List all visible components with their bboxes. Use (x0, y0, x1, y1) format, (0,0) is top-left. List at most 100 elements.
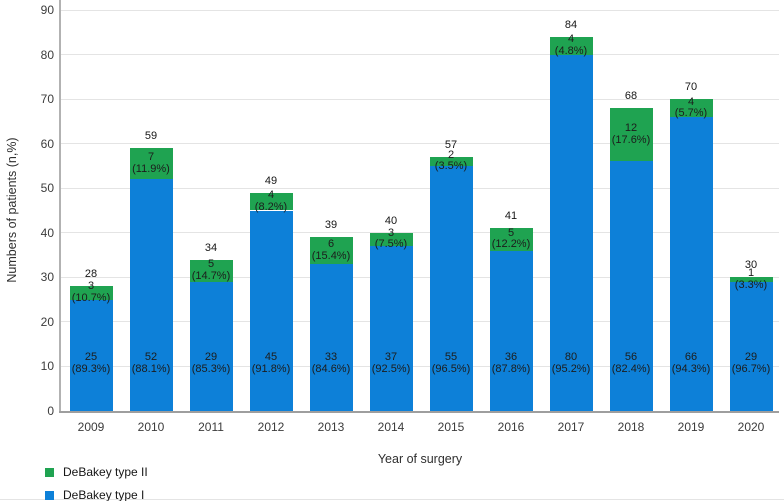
bar-segment-debakey-type-ii (730, 277, 773, 282)
bottom-divider (0, 499, 784, 500)
bar-total-label: 34 (204, 241, 218, 254)
type-ii-count: 4 (687, 95, 695, 108)
bar-total-label: 84 (564, 18, 578, 31)
y-tick-label: 40 (40, 225, 54, 240)
bar-total-label: 39 (324, 219, 338, 232)
type-i-count: 33 (324, 351, 338, 363)
legend-label: DeBakey type II (63, 465, 148, 479)
bar-segment-debakey-type-i (70, 299, 113, 411)
gridline (61, 276, 779, 278)
gridline (61, 98, 779, 100)
type-i-percent: (88.1%) (131, 362, 171, 375)
type-ii-percent: (17.6%) (611, 133, 651, 146)
type-i-count: 37 (384, 351, 398, 363)
bar-segment-debakey-type-ii (490, 228, 533, 251)
type-ii-segment-label: 2 (3.5%) (419, 149, 483, 173)
y-axis-title: Numbers of patients (n,%) (5, 137, 19, 283)
type-ii-percent: (8.2%) (254, 200, 288, 213)
y-axis-line (59, 0, 61, 413)
type-i-segment-label: 55 (96.5%) (419, 351, 483, 375)
type-ii-percent: (3.5%) (434, 160, 468, 173)
type-ii-count: 1 (747, 267, 755, 280)
type-ii-count: 4 (567, 33, 575, 46)
type-i-count: 80 (564, 351, 578, 363)
type-ii-segment-label: 5 (14.7%) (179, 259, 243, 282)
bar-total-label: 30 (744, 259, 758, 272)
type-ii-segment-label: 7 (11.9%) (119, 152, 183, 175)
type-ii-segment-label: 3 (7.5%) (359, 226, 423, 251)
legend-swatch (45, 467, 54, 477)
type-ii-segment-label: 4 (8.2%) (239, 190, 303, 213)
gridline (61, 232, 779, 234)
type-i-count: 29 (744, 351, 758, 363)
type-i-count: 29 (204, 351, 218, 363)
type-i-count: 36 (504, 351, 518, 363)
y-tick-label: 30 (40, 270, 54, 285)
gridline (61, 321, 779, 323)
bar-segment-debakey-type-ii (130, 148, 173, 180)
bar-total-label: 68 (624, 90, 638, 103)
bar-segment-debakey-type-ii (550, 36, 593, 55)
bar-segment-debakey-type-i (430, 165, 473, 411)
type-ii-count: 3 (387, 226, 395, 239)
x-axis-line (59, 411, 779, 413)
type-i-segment-label: 80 (95.2%) (539, 351, 603, 375)
type-i-segment-label: 37 (92.5%) (359, 351, 423, 375)
bar-segment-debakey-type-i (490, 250, 533, 411)
bar-segment-debakey-type-i (550, 54, 593, 411)
type-i-count: 56 (624, 351, 638, 363)
bar-total-label: 59 (144, 130, 158, 143)
bar-segment-debakey-type-i (130, 179, 173, 411)
type-i-segment-label: 25 (89.3%) (59, 351, 123, 375)
type-ii-segment-label: 4 (4.8%) (539, 34, 603, 57)
type-i-percent: (92.5%) (371, 362, 411, 375)
gridline (61, 365, 779, 367)
x-tick-label: 2012 (257, 420, 285, 434)
bar-total-label: 49 (264, 174, 278, 187)
type-i-count: 45 (264, 351, 278, 363)
legend-swatch (45, 490, 54, 500)
type-i-segment-label: 45 (91.8%) (239, 351, 303, 375)
x-tick-label: 2013 (317, 420, 345, 434)
bar-total-label: 57 (444, 139, 458, 152)
gridline (61, 143, 779, 145)
type-ii-segment-label: 3 (10.7%) (59, 281, 123, 304)
type-ii-count: 5 (507, 226, 515, 239)
type-ii-segment-label: 5 (12.2%) (479, 226, 543, 251)
type-ii-count: 3 (87, 280, 95, 293)
gridline (61, 9, 779, 11)
type-ii-segment-label: 4 (5.7%) (659, 95, 723, 120)
type-i-percent: (91.8%) (251, 362, 291, 375)
legend-item: DeBakey type I (45, 488, 144, 501)
type-ii-segment-label: 6 (15.4%) (299, 239, 363, 262)
x-tick-label: 2018 (617, 420, 645, 434)
x-tick-label: 2015 (437, 420, 465, 434)
type-i-segment-label: 33 (84.6%) (299, 351, 363, 375)
y-tick-label: 60 (40, 136, 54, 151)
type-i-percent: (94.3%) (671, 362, 711, 375)
bar-segment-debakey-type-i (610, 161, 653, 411)
type-ii-count: 4 (267, 189, 275, 202)
bar-total-label: 70 (684, 81, 698, 94)
bar-segment-debakey-type-i (370, 246, 413, 411)
type-i-count: 52 (144, 351, 158, 363)
bar-segment-debakey-type-i (190, 281, 233, 411)
gridline (61, 54, 779, 56)
y-tick-label: 10 (40, 359, 54, 374)
y-tick-label: 20 (40, 314, 54, 329)
legend-item: DeBakey type II (45, 465, 148, 479)
x-tick-label: 2014 (377, 420, 405, 434)
bar-segment-debakey-type-ii (250, 192, 293, 211)
type-ii-percent: (5.7%) (674, 107, 708, 120)
type-ii-percent: (3.3%) (734, 278, 768, 291)
type-i-segment-label: 29 (85.3%) (179, 351, 243, 375)
x-tick-label: 2010 (137, 420, 165, 434)
type-ii-percent: (10.7%) (71, 291, 111, 304)
x-axis-title: Year of surgery (377, 452, 463, 466)
y-tick-label: 90 (40, 3, 54, 17)
type-i-percent: (96.5%) (431, 362, 471, 375)
type-i-count: 55 (444, 351, 458, 363)
x-tick-label: 2019 (677, 420, 705, 434)
type-ii-percent: (11.9%) (132, 162, 170, 175)
